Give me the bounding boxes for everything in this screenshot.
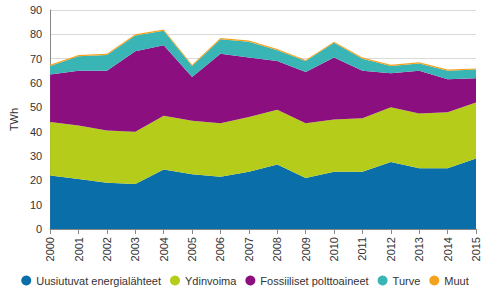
svg-text:0: 0	[36, 223, 42, 235]
svg-text:10: 10	[30, 199, 42, 211]
svg-text:2002: 2002	[101, 237, 113, 261]
svg-text:30: 30	[30, 150, 42, 162]
svg-text:50: 50	[30, 101, 42, 113]
svg-text:80: 80	[30, 28, 42, 40]
svg-text:90: 90	[30, 4, 42, 16]
svg-text:2013: 2013	[413, 237, 425, 261]
svg-text:2007: 2007	[243, 237, 255, 261]
svg-text:Turve: Turve	[393, 275, 421, 287]
svg-text:20: 20	[30, 174, 42, 186]
svg-text:2009: 2009	[300, 237, 312, 261]
svg-text:2004: 2004	[158, 237, 170, 261]
svg-text:Ydinvoima: Ydinvoima	[185, 275, 237, 287]
svg-text:Uusiutuvat energialähteet: Uusiutuvat energialähteet	[36, 275, 161, 287]
svg-text:Muut: Muut	[444, 275, 468, 287]
svg-text:2012: 2012	[385, 237, 397, 261]
svg-text:2001: 2001	[73, 237, 85, 261]
svg-text:2000: 2000	[44, 237, 56, 261]
svg-text:2010: 2010	[328, 237, 340, 261]
svg-text:40: 40	[30, 126, 42, 138]
svg-text:2003: 2003	[129, 237, 141, 261]
svg-text:2006: 2006	[214, 237, 226, 261]
svg-text:2015: 2015	[470, 237, 482, 261]
svg-text:2005: 2005	[186, 237, 198, 261]
svg-text:TWh: TWh	[8, 108, 20, 131]
svg-text:2011: 2011	[356, 237, 368, 261]
svg-text:70: 70	[30, 53, 42, 65]
svg-text:Fossiiliset polttoaineet: Fossiiliset polttoaineet	[260, 275, 368, 287]
svg-text:2008: 2008	[271, 237, 283, 261]
svg-text:2014: 2014	[442, 237, 454, 261]
svg-text:60: 60	[30, 77, 42, 89]
